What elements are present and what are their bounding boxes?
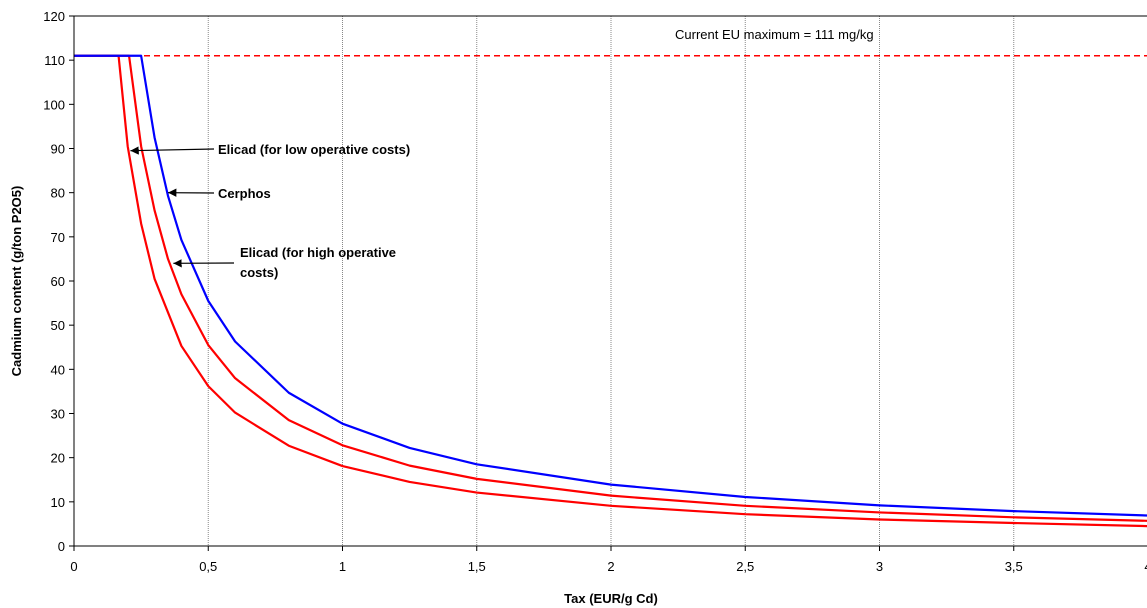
x-axis-title: Tax (EUR/g Cd) [564, 591, 658, 606]
x-tick-label: 1 [339, 559, 346, 574]
reference-line-label: Current EU maximum = 111 mg/kg [675, 27, 874, 42]
x-tick-label: 0 [70, 559, 77, 574]
y-tick-label: 60 [51, 274, 65, 289]
annotation-label: Elicad (for high operative [240, 245, 396, 260]
gridlines [207, 16, 1015, 546]
y-tick-label: 110 [44, 53, 65, 68]
y-tick-label: 30 [51, 407, 65, 422]
x-tick-label: 3,5 [1005, 559, 1023, 574]
y-tick-label: 40 [51, 362, 65, 377]
y-tick-label: 120 [43, 9, 65, 24]
series-line [74, 54, 1147, 517]
x-tick-label: 2 [607, 559, 614, 574]
x-tick-label: 3 [876, 559, 883, 574]
annotations-group: Elicad (for low operative costs) Cerphos E… [130, 142, 410, 280]
tick-group: 00,511,522,533,5401020304050607080901001… [43, 9, 1147, 574]
y-tick-label: 50 [51, 318, 65, 333]
y-tick-label: 70 [51, 230, 65, 245]
y-tick-label: 100 [43, 97, 65, 112]
annotation-label-line2: costs) [240, 265, 278, 280]
y-tick-label: 80 [51, 186, 65, 201]
series-line [74, 54, 1147, 528]
annotation-label: Cerphos [218, 186, 271, 201]
annotation-label: Elicad (for low operative costs) [218, 142, 410, 157]
annotation-arrow [130, 146, 215, 155]
y-axis-title: Cadmium content (g/ton P2O5) [9, 186, 24, 377]
x-tick-label: 4 [1144, 559, 1147, 574]
x-tick-label: 2,5 [736, 559, 754, 574]
y-tick-label: 10 [51, 495, 65, 510]
x-tick-label: 0,5 [199, 559, 217, 574]
y-tick-label: 0 [58, 539, 65, 554]
y-tick-label: 20 [51, 451, 65, 466]
series-line [74, 54, 1147, 522]
series-group [74, 54, 1147, 528]
x-tick-label: 1,5 [468, 559, 486, 574]
y-tick-label: 90 [51, 142, 65, 157]
